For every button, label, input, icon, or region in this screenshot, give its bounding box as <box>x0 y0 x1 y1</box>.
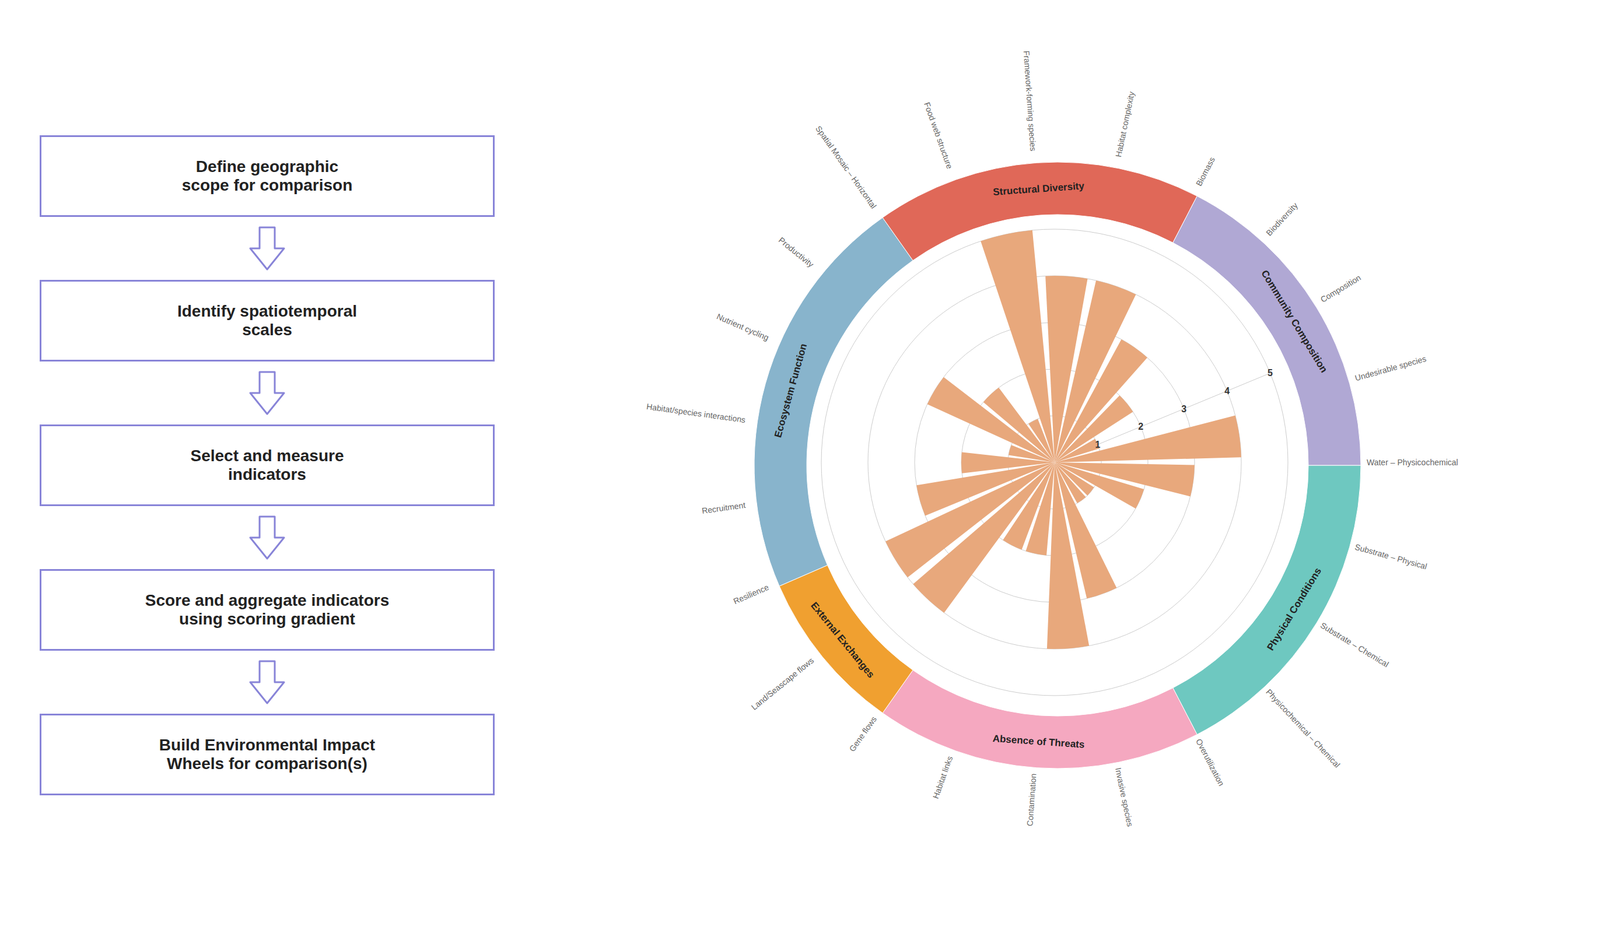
svg-text:External Exchanges: External Exchanges <box>808 600 877 681</box>
svg-text:1: 1 <box>1094 439 1101 450</box>
svg-text:Undesirable species: Undesirable species <box>1353 354 1428 383</box>
svg-text:Substrate – Chemical: Substrate – Chemical <box>1318 620 1391 670</box>
svg-text:Habitat complexity: Habitat complexity <box>1113 90 1137 159</box>
svg-text:Contamination: Contamination <box>1024 773 1038 827</box>
svg-text:Substrate – Physical: Substrate – Physical <box>1353 542 1428 572</box>
svg-text:Physical Conditions: Physical Conditions <box>1265 565 1325 653</box>
svg-text:Spatial Mosaic – Horizontal: Spatial Mosaic – Horizontal <box>813 124 879 211</box>
svg-text:Habitat/species interactions: Habitat/species interactions <box>645 401 747 425</box>
svg-text:Invasive species: Invasive species <box>1113 767 1136 828</box>
html-text:Define geographic scope for co: Define geographic scope for comparison <box>181 157 353 194</box>
svg-text:Resilience: Resilience <box>732 582 771 607</box>
svg-text:4: 4 <box>1224 386 1230 397</box>
svg-text:Overutilization: Overutilization <box>1194 737 1227 788</box>
svg-text:Food web structure: Food web structure <box>922 100 955 170</box>
html-text:Identify spatiotemporal scales: Identify spatiotemporal scales <box>177 301 357 339</box>
svg-text:Community Composition: Community Composition <box>1258 268 1330 376</box>
svg-text:Biodiversity: Biodiversity <box>1264 200 1300 238</box>
svg-text:Physicochemical – Chemical: Physicochemical – Chemical <box>1264 687 1342 770</box>
html-text:Build Environmental Impact Whe: Build Environmental Impact Wheels for co… <box>159 735 376 773</box>
svg-text:Composition: Composition <box>1318 272 1363 305</box>
svg-text:Biomass: Biomass <box>1194 155 1217 188</box>
svg-text:Gene flows: Gene flows <box>847 714 879 754</box>
svg-text:Productivity: Productivity <box>776 235 816 269</box>
svg-text:Framework-forming species: Framework-forming species <box>1021 50 1039 152</box>
html-text:Score and aggregate indicators: Score and aggregate indicators using sco… <box>145 591 390 628</box>
svg-text:Structural Diversity: Structural Diversity <box>992 180 1085 198</box>
svg-text:Nutrient cycling: Nutrient cycling <box>715 311 770 343</box>
html-text:Select and measure indicators: Select and measure indicators <box>190 446 344 484</box>
svg-text:3: 3 <box>1181 404 1187 415</box>
svg-text:Recruitment: Recruitment <box>701 500 747 516</box>
svg-text:Ecosystem Function: Ecosystem Function <box>772 342 810 439</box>
svg-text:Habitat links: Habitat links <box>930 754 955 800</box>
svg-text:Land/Seascape flows: Land/Seascape flows <box>749 655 816 712</box>
svg-text:Absence of Threats: Absence of Threats <box>992 733 1085 751</box>
svg-text:2: 2 <box>1138 421 1144 432</box>
svg-text:5: 5 <box>1267 368 1273 378</box>
svg-text:Water – Physicochemical: Water – Physicochemical <box>1366 457 1459 468</box>
